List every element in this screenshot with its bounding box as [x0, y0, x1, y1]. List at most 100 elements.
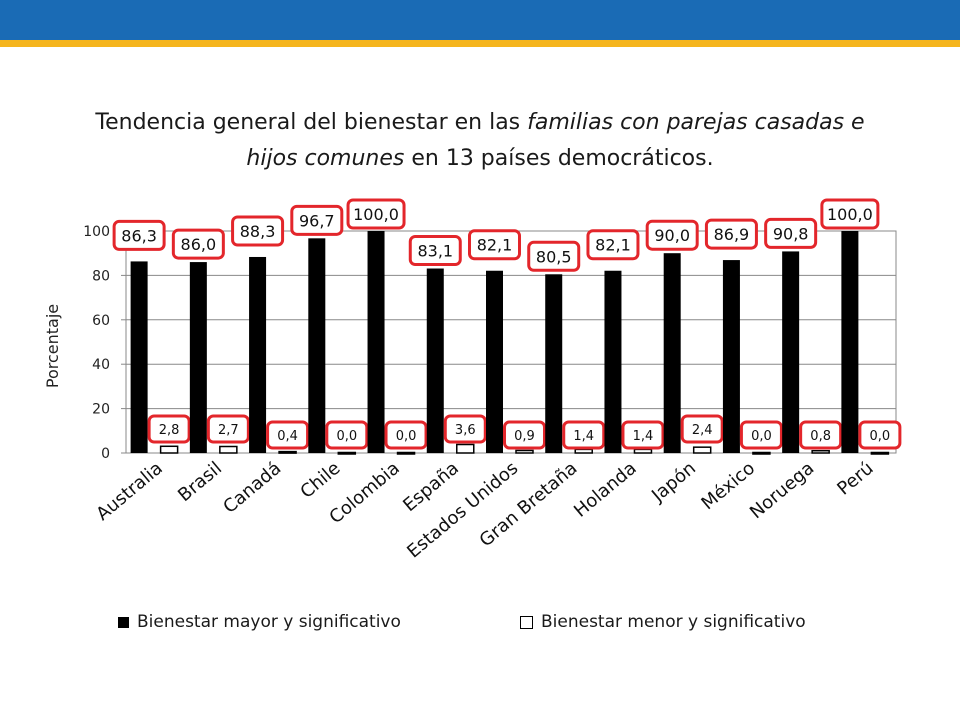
chart-title-part1: Tendencia general del bienestar en las — [95, 110, 528, 135]
data-label-menor: 0,9 — [514, 429, 535, 444]
y-tick-label: 100 — [83, 224, 110, 240]
chart-title-part3: en 13 países democráticos. — [404, 146, 714, 171]
y-tick-label: 20 — [92, 402, 110, 418]
data-label-menor: 2,8 — [159, 423, 180, 438]
x-tick-label: Canadá — [219, 458, 285, 518]
bar-mayor — [486, 270, 503, 453]
x-tick-label: Holanda — [570, 458, 641, 522]
y-tick-label: 0 — [101, 446, 110, 462]
data-label-box-mayor — [527, 240, 581, 272]
y-axis-label: Porcentaje — [43, 304, 62, 388]
data-label-mayor: 86,0 — [181, 235, 217, 254]
data-label-box-menor — [562, 420, 606, 450]
data-label-mayor: 88,3 — [240, 222, 276, 241]
bar-menor — [456, 443, 475, 454]
data-label-box-mayor — [468, 229, 521, 261]
bar-menor — [159, 445, 179, 454]
data-label-menor: 0,0 — [870, 429, 891, 444]
bar-mayor — [782, 251, 800, 453]
data-label-box-menor — [384, 420, 428, 450]
bar-mayor — [130, 261, 148, 453]
data-label-mayor: 80,5 — [536, 247, 572, 266]
legend-label-menor: Bienestar menor y significativo — [541, 612, 806, 632]
x-tick-label: Japón — [647, 458, 700, 507]
data-label-box-mayor — [231, 215, 285, 247]
data-label-box-menor — [147, 414, 191, 444]
data-label-mayor: 100,0 — [827, 205, 873, 224]
bar-menor — [337, 451, 357, 455]
bar-mayor — [604, 270, 622, 453]
bar-mayor — [841, 231, 859, 453]
data-label-menor: 0,8 — [810, 429, 831, 444]
data-label-menor: 0,0 — [751, 429, 772, 444]
data-label-box-menor — [503, 420, 546, 450]
y-tick-label: 40 — [92, 357, 110, 373]
bar-menor — [811, 449, 830, 454]
bar-menor — [633, 448, 653, 454]
bar-menor — [752, 451, 771, 455]
bar-mayor — [663, 253, 681, 453]
data-label-menor: 1,4 — [633, 429, 654, 444]
data-label-box-mayor — [645, 219, 699, 251]
x-tick-label: Chile — [297, 458, 345, 503]
header-stripe — [0, 40, 960, 47]
data-label-box-mayor — [820, 198, 880, 230]
data-label-box-mayor — [764, 217, 818, 249]
bar-menor — [574, 448, 593, 454]
data-label-box-menor — [443, 414, 487, 444]
bar-mayor — [189, 262, 207, 453]
bar-mayor — [426, 268, 444, 453]
data-label-box-mayor — [346, 198, 406, 230]
y-tick-label: 80 — [92, 268, 110, 284]
data-label-menor: 2,7 — [218, 423, 239, 438]
legend-item-menor: Bienestar menor y significativo — [520, 612, 806, 632]
data-label-box-mayor — [290, 204, 344, 236]
data-label-mayor: 90,0 — [654, 226, 690, 245]
data-label-box-menor — [739, 420, 783, 450]
data-label-menor: 0,0 — [336, 429, 357, 444]
legend-swatch-white — [520, 615, 533, 629]
data-label-mayor: 96,7 — [299, 211, 335, 230]
data-label-mayor: 83,1 — [417, 242, 453, 261]
x-tick-label: Brasil — [174, 458, 226, 506]
data-label-box-menor — [799, 420, 843, 450]
data-label-box-mayor — [112, 219, 166, 251]
data-label-box-mayor — [171, 228, 225, 260]
bar-mayor — [249, 256, 267, 453]
data-label-box-menor — [858, 420, 902, 450]
data-label-mayor: 100,0 — [353, 205, 399, 224]
data-label-box-mayor — [408, 235, 462, 267]
bar-mayor — [367, 231, 385, 453]
data-label-mayor: 90,8 — [773, 224, 809, 243]
chart-legend: Bienestar mayor y significativo Bienesta… — [118, 612, 878, 638]
chart-title-italic: familias con parejas casadas e hijos com… — [246, 110, 865, 171]
bar-menor — [278, 450, 297, 454]
data-label-box-mayor — [586, 229, 640, 261]
data-label-menor: 2,4 — [692, 423, 713, 438]
x-tick-label: Noruega — [746, 458, 818, 523]
bar-mayor — [722, 260, 740, 453]
data-label-menor: 3,6 — [455, 423, 476, 438]
data-label-box-menor — [621, 420, 665, 450]
data-label-mayor: 86,3 — [121, 226, 157, 245]
bar-mayor — [545, 274, 563, 453]
data-label-box-menor — [206, 414, 250, 444]
data-label-menor: 0,0 — [396, 429, 417, 444]
x-tick-label: Perú — [833, 458, 877, 500]
bar-menor — [870, 451, 890, 455]
bar-menor — [219, 445, 238, 454]
bar-menor — [515, 449, 534, 454]
data-label-mayor: 82,1 — [595, 236, 631, 255]
data-label-menor: 1,4 — [573, 429, 594, 444]
data-label-box-mayor — [704, 218, 758, 250]
chart-title: Tendencia general del bienestar en las f… — [90, 105, 870, 177]
x-tick-label: Australia — [92, 458, 166, 525]
bar-menor — [396, 451, 416, 455]
legend-label-mayor: Bienestar mayor y significativo — [137, 612, 401, 632]
data-label-menor: 0,4 — [277, 429, 298, 444]
header-bar — [0, 0, 960, 40]
data-label-box-menor — [325, 420, 369, 450]
bar-menor — [692, 446, 712, 454]
data-label-mayor: 82,1 — [477, 236, 513, 255]
